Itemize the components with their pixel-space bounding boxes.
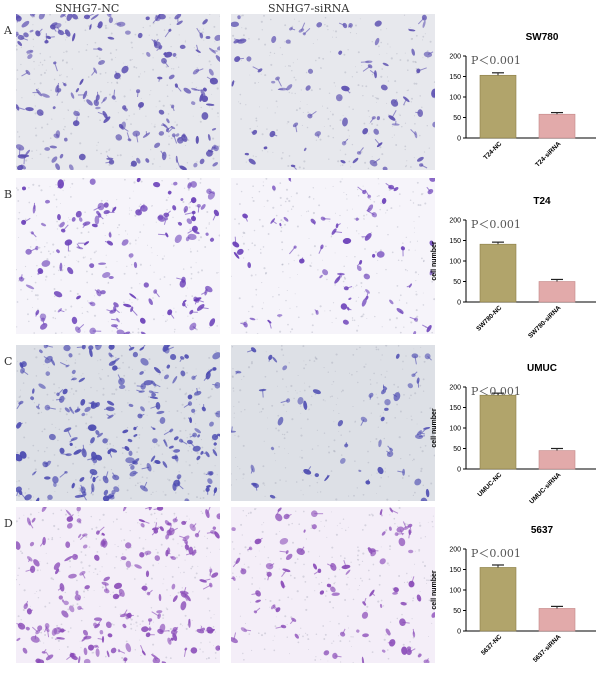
chart-3-ytick-label: 0 xyxy=(457,629,461,636)
chart-3-category-label-1: 5637-siRNA xyxy=(532,633,563,664)
chart-1-ytick-label: 200 xyxy=(449,218,461,225)
chart-3-ytick-label: 100 xyxy=(449,588,461,595)
chart-1-title: T24 xyxy=(533,196,551,207)
chart-1-p-value: P＜0.001 xyxy=(471,218,521,231)
chart-3-ytick-label: 150 xyxy=(449,567,461,574)
chart-1-bar-1 xyxy=(539,282,575,303)
bar-chart-b: T24 P＜0.001 cell number 0 50 100 150 200 SW780-N… xyxy=(424,192,610,347)
micrograph-sirna-c xyxy=(231,345,435,501)
chart-2-category-label-0: UMUC-NC xyxy=(476,471,503,498)
chart-0-ytick-label: 50 xyxy=(453,115,461,122)
bar-chart-d: 5637 P＜0.001 cell number 0 50 100 150 200 5637-N… xyxy=(424,521,610,676)
micrograph-nc-d xyxy=(16,507,220,663)
chart-1-ylabel: cell number xyxy=(431,241,438,281)
chart-2-ytick-label: 150 xyxy=(449,405,461,412)
chart-0-bar-1 xyxy=(539,114,575,138)
chart-3-ylabel: cell number xyxy=(431,570,438,610)
chart-2-ylabel: cell number xyxy=(431,408,438,448)
chart-0-ytick-label: 100 xyxy=(449,95,461,102)
chart-2-bar-1 xyxy=(539,451,575,469)
chart-2-ytick-label: 0 xyxy=(457,467,461,474)
chart-3-ytick-label: 50 xyxy=(453,608,461,615)
chart-0-ytick-label: 200 xyxy=(449,54,461,61)
bar-chart-a: SW780 P＜0.001 0 50 100 150 200 T24-NC T24-siRNA xyxy=(424,28,610,183)
micrograph-sirna-b xyxy=(231,178,435,334)
chart-0-category-label-0: T24-NC xyxy=(482,140,503,161)
chart-1-category-label-0: SW780-NC xyxy=(475,304,503,332)
micrograph-sirna-a xyxy=(231,14,435,170)
chart-3-bar-0 xyxy=(480,567,516,631)
chart-2-bar-0 xyxy=(480,395,516,469)
micrograph-sirna-d xyxy=(231,507,435,663)
row-label-c: C xyxy=(4,355,12,368)
chart-0-ytick-label: 150 xyxy=(449,74,461,81)
row-label-d: D xyxy=(4,517,13,530)
chart-0-ytick-label: 0 xyxy=(457,136,461,143)
chart-0-bar-0 xyxy=(480,75,516,138)
chart-2-ytick-label: 200 xyxy=(449,385,461,392)
micrograph-nc-c xyxy=(16,345,220,501)
chart-3-p-value: P＜0.001 xyxy=(471,547,521,560)
micrograph-nc-a xyxy=(16,14,220,170)
chart-0-category-label-1: T24-siRNA xyxy=(534,140,562,168)
chart-3-ytick-label: 200 xyxy=(449,547,461,554)
chart-1-ytick-label: 150 xyxy=(449,238,461,245)
row-label-a: A xyxy=(4,24,12,37)
chart-2-category-label-1: UMUC-siRNA xyxy=(528,471,562,505)
chart-3-bar-1 xyxy=(539,608,575,631)
chart-2-title: UMUC xyxy=(527,363,557,374)
chart-1-bar-0 xyxy=(480,244,516,302)
micrograph-nc-b xyxy=(16,178,220,334)
chart-1-ytick-label: 100 xyxy=(449,259,461,266)
chart-2-ytick-label: 100 xyxy=(449,426,461,433)
chart-3-title: 5637 xyxy=(531,525,554,536)
row-label-b: B xyxy=(4,188,12,201)
chart-1-ytick-label: 0 xyxy=(457,300,461,307)
chart-0-title: SW780 xyxy=(526,32,559,43)
chart-3-category-label-0: 5637-NC xyxy=(480,633,504,657)
chart-1-category-label-1: SW780-siRNA xyxy=(527,304,563,340)
chart-1-ytick-label: 50 xyxy=(453,279,461,286)
chart-2-ytick-label: 50 xyxy=(453,446,461,453)
chart-0-p-value: P＜0.001 xyxy=(471,54,521,67)
